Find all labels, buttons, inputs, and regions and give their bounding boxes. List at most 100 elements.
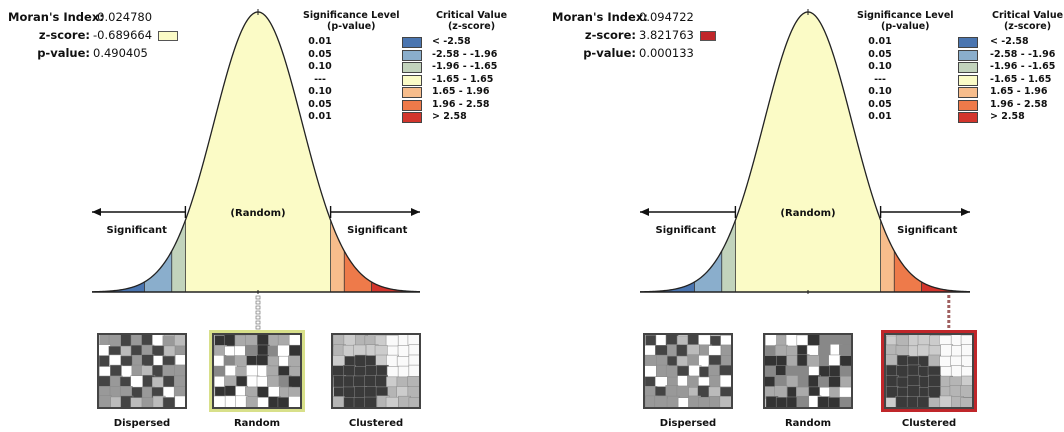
map-cell <box>385 396 399 407</box>
zscore-marker-dot <box>947 300 951 303</box>
legend-row: 0.05 1.96 - 2.58 <box>532 99 1064 112</box>
curve-band <box>92 281 145 292</box>
zscore-marker-dot <box>255 310 261 315</box>
map-cell <box>961 344 972 357</box>
map-cell <box>719 396 731 407</box>
map-cell <box>645 354 658 368</box>
map-cell <box>928 354 941 368</box>
legend-swatch <box>958 62 978 73</box>
map-cell <box>807 335 821 347</box>
crit-header-line2: (z-score) <box>1003 21 1052 32</box>
map-graphic <box>886 335 972 407</box>
map-cell <box>130 397 144 407</box>
morans-index-value: 0.094722 <box>639 10 694 24</box>
map-cell <box>408 397 419 407</box>
map-cell <box>720 344 731 357</box>
legend-crit-header: Critical Value (z-score) <box>992 10 1063 32</box>
map-cell <box>774 375 788 388</box>
map-cell <box>927 386 941 399</box>
legend-row: 0.10 -1.96 - -1.65 <box>532 61 1064 74</box>
significant-right-label: Significant <box>347 225 408 236</box>
legend-crit-value: 1.96 - 2.58 <box>990 98 1048 110</box>
legend-sig-value: 0.10 <box>868 86 892 97</box>
significant-left-label: Significant <box>656 225 717 236</box>
pattern-label-clustered: Clustered <box>348 418 404 429</box>
pattern-map-clustered <box>884 333 974 409</box>
zscore-marker-dot <box>255 305 261 310</box>
pattern-label-random: Random <box>233 418 280 429</box>
legend-swatch <box>958 112 978 123</box>
pattern-map-dispersed <box>643 333 733 409</box>
map-cell <box>828 365 842 378</box>
zscore-marker-dot <box>255 315 261 320</box>
map-cell <box>817 396 831 407</box>
zscore-marker-dot <box>947 320 951 323</box>
map-cell <box>288 355 300 368</box>
p-value-label: p-value: <box>583 46 636 60</box>
map-cell <box>343 386 356 399</box>
legend-swatch <box>958 37 978 48</box>
map-cell <box>708 364 722 377</box>
legend-row: 0.05 1.96 - 2.58 <box>0 99 532 112</box>
curve-band <box>880 220 895 292</box>
map-cell <box>277 335 291 347</box>
legend-crit-value: 1.65 - 1.96 <box>432 86 490 97</box>
legend-crit-header: Critical Value (z-score) <box>436 10 507 32</box>
map-graphic <box>645 335 731 407</box>
morans-index-label: Moran's Index: <box>552 10 648 24</box>
map-cell <box>333 396 345 407</box>
map-cell <box>698 396 712 407</box>
significant-right-label: Significant <box>897 225 958 236</box>
map-cell <box>174 335 185 347</box>
pattern-label-random: Random <box>784 418 831 429</box>
map-cell <box>840 375 851 389</box>
map-cell <box>245 396 259 407</box>
pattern-map-dispersed <box>97 333 187 409</box>
curve-band <box>330 220 345 292</box>
map-cell <box>907 374 921 388</box>
curve-band <box>185 12 331 292</box>
map-cell <box>645 365 657 378</box>
p-value-value: 0.490405 <box>93 46 148 60</box>
map-cell <box>886 375 899 388</box>
map-cell <box>141 335 155 347</box>
map-cell <box>667 395 680 407</box>
map-cell <box>214 365 227 379</box>
map-cell <box>245 364 259 378</box>
legend-row: 0.10 1.65 - 1.96 <box>532 86 1064 99</box>
sig-header-line2: (p-value) <box>327 21 376 32</box>
map-cell <box>277 344 291 358</box>
significant-left-arrow <box>92 206 187 218</box>
legend-sig-value: 0.05 <box>308 98 332 110</box>
legend-swatch <box>958 99 978 111</box>
z-score-value: -0.689664 <box>93 28 153 42</box>
legend-row: 0.01 > 2.58 <box>532 111 1064 124</box>
z-score-swatch <box>699 30 716 41</box>
z-score-swatch <box>158 30 179 41</box>
map-cell <box>174 364 185 377</box>
map-cell <box>806 354 820 368</box>
map-cell <box>960 397 972 407</box>
zscore-marker-dot <box>255 325 261 330</box>
map-cell <box>786 375 799 388</box>
map-graphic <box>333 335 419 407</box>
legend-row: 0.05 -2.58 - -1.96 <box>532 49 1064 62</box>
curve-outline <box>639 11 971 293</box>
map-cell <box>110 364 123 378</box>
sig-header-line1: Significance Level <box>857 10 954 21</box>
map-cell <box>765 335 778 347</box>
map-cell <box>364 386 378 399</box>
legend-crit-value: > 2.58 <box>990 111 1025 122</box>
legend-swatch <box>402 74 422 86</box>
map-cell <box>895 395 909 407</box>
legend-crit-value: -1.65 - 1.65 <box>990 73 1052 85</box>
map-cell <box>917 344 931 357</box>
legend-swatch <box>402 37 422 48</box>
map-cell <box>256 335 270 347</box>
pattern-map-random <box>212 333 302 409</box>
legend-swatch <box>958 49 978 61</box>
map-cell <box>886 354 898 367</box>
map-cell <box>385 335 399 348</box>
map-cell <box>99 395 112 407</box>
legend-sig-value: 0.05 <box>868 48 892 60</box>
